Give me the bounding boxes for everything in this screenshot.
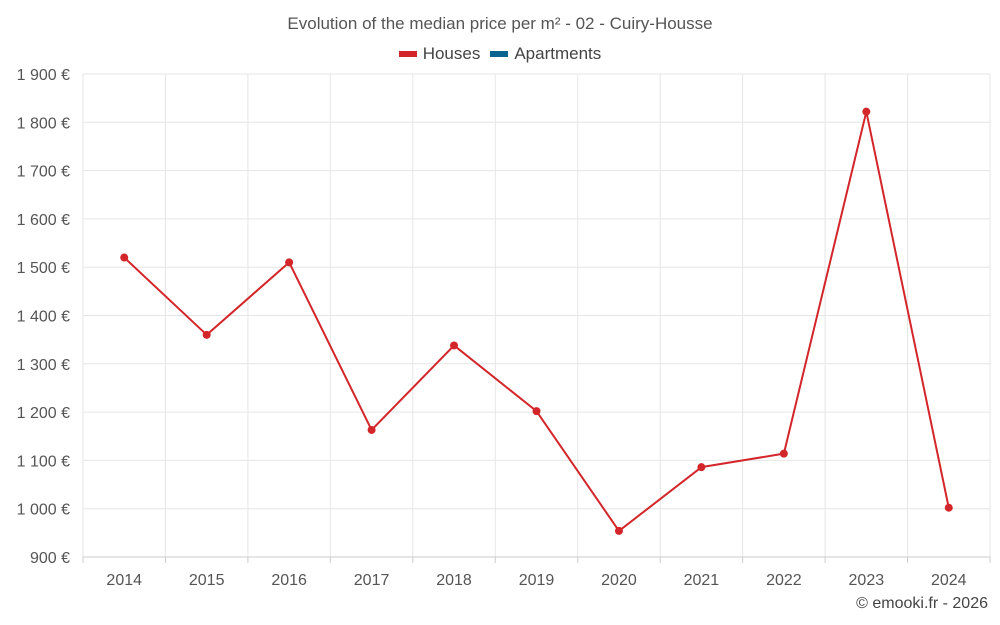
data-point-houses xyxy=(862,107,871,116)
x-tick-label: 2023 xyxy=(849,572,885,589)
data-point-houses xyxy=(614,526,623,535)
data-point-houses xyxy=(532,407,541,416)
y-tick-label: 1 600 € xyxy=(17,212,70,229)
data-point-houses xyxy=(944,503,953,512)
y-tick-label: 1 800 € xyxy=(17,115,70,132)
legend: Houses Apartments xyxy=(0,44,1000,64)
data-point-houses xyxy=(367,425,376,434)
x-tick-label: 2017 xyxy=(354,572,390,589)
legend-swatch-apartments xyxy=(490,51,509,57)
data-point-houses xyxy=(202,330,211,339)
y-tick-label: 1 500 € xyxy=(17,260,70,277)
data-point-houses xyxy=(285,258,294,267)
legend-item-apartments[interactable]: Apartments xyxy=(490,44,601,64)
credit-text: © emooki.fr - 2026 xyxy=(856,595,988,612)
y-tick-label: 1 400 € xyxy=(17,309,70,326)
x-tick-label: 2018 xyxy=(436,572,472,589)
data-point-houses xyxy=(450,341,459,350)
y-tick-label: 1 300 € xyxy=(17,357,70,374)
legend-label-apartments: Apartments xyxy=(514,44,602,63)
x-tick-label: 2016 xyxy=(271,572,307,589)
y-tick-label: 1 900 € xyxy=(17,67,70,84)
y-tick-label: 1 000 € xyxy=(17,502,70,519)
x-tick-label: 2021 xyxy=(684,572,720,589)
y-tick-label: 900 € xyxy=(30,550,70,567)
legend-label-houses: Houses xyxy=(422,44,481,63)
x-tick-label: 2022 xyxy=(766,572,802,589)
chart-title: Evolution of the median price per m² - 0… xyxy=(287,14,713,33)
x-tick-label: 2024 xyxy=(931,572,967,589)
y-tick-label: 1 100 € xyxy=(17,453,70,470)
legend-item-houses[interactable]: Houses xyxy=(398,44,481,64)
y-tick-label: 1 200 € xyxy=(17,405,70,422)
x-tick-label: 2014 xyxy=(106,572,142,589)
data-point-houses xyxy=(779,449,788,458)
x-tick-label: 2019 xyxy=(519,572,555,589)
y-tick-label: 1 700 € xyxy=(17,164,70,181)
legend-swatch-houses xyxy=(398,51,417,57)
x-tick-label: 2015 xyxy=(189,572,225,589)
data-point-houses xyxy=(697,463,706,472)
x-tick-label: 2020 xyxy=(601,572,637,589)
data-point-houses xyxy=(120,253,129,262)
